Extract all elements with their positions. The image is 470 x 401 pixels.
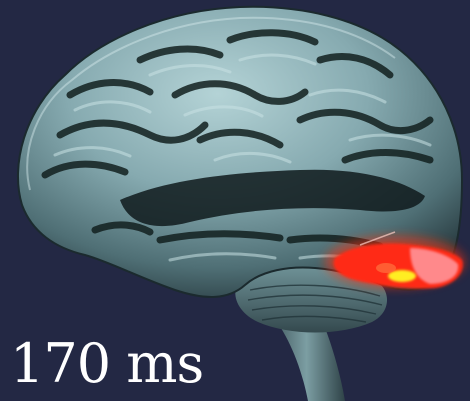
time-label: 170 ms: [10, 332, 204, 395]
activation-region: [325, 231, 465, 289]
brainstem: [268, 310, 345, 401]
cerebellum: [235, 266, 387, 333]
